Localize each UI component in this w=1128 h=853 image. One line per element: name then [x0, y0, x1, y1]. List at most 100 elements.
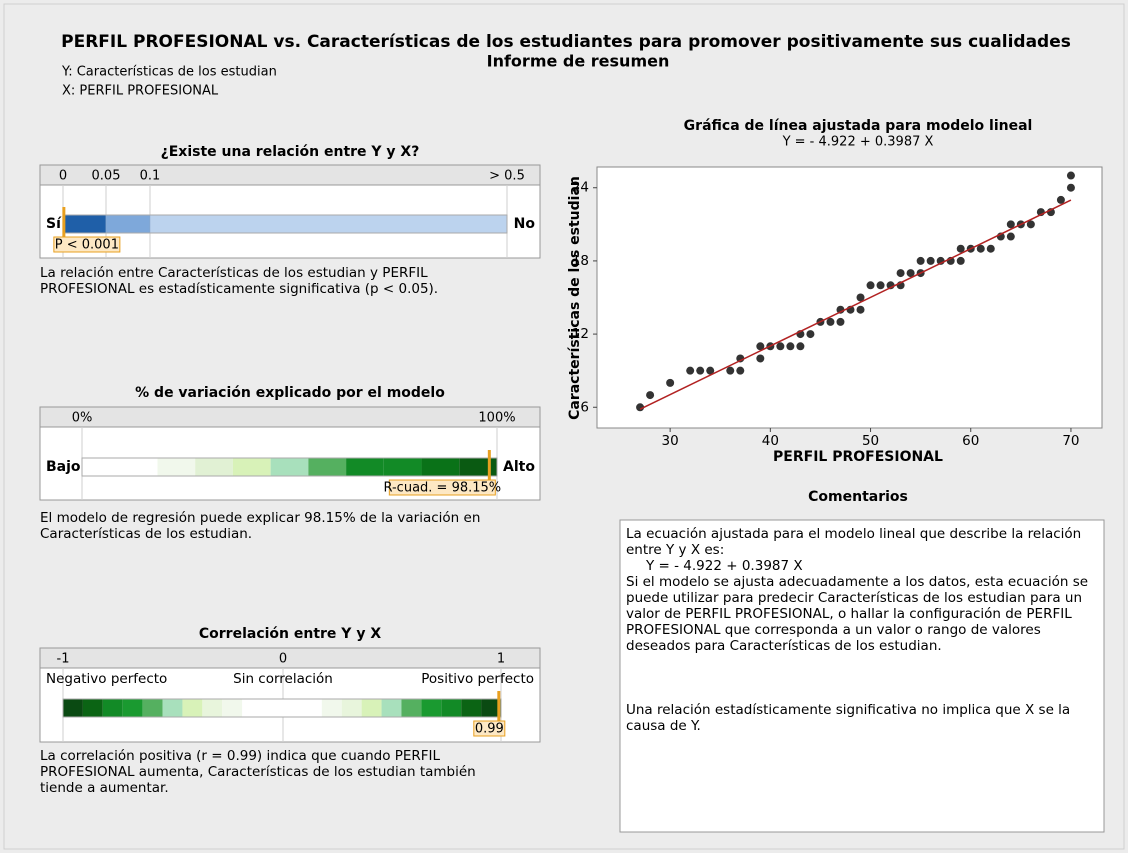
data-point [986, 244, 995, 253]
data-point [726, 366, 735, 375]
gauge-band [82, 458, 120, 476]
gauge-band [157, 458, 196, 476]
gauge-outline [62, 698, 502, 718]
report-title: PERFIL PROFESIONAL vs. Características d… [61, 32, 1071, 52]
comment: Y = - 4.922 + 0.3987 X [646, 558, 803, 574]
gauge-value-label: P < 0.001 [55, 238, 119, 253]
gauge-value-box [473, 720, 506, 737]
gauge-band [195, 458, 233, 476]
gauge-band [105, 214, 151, 234]
report-subtitle: Informe de resumen [487, 52, 670, 71]
data-point [666, 378, 675, 387]
data-point [1006, 220, 1015, 229]
gauge-tick-label: 100% [478, 411, 515, 426]
x-tick-label: 60 [962, 433, 979, 449]
data-point [736, 354, 745, 363]
chart-title: Gráfica de línea ajustada para modelo li… [684, 118, 1033, 134]
gauge-band [481, 699, 501, 717]
data-point [706, 366, 715, 375]
data-point [796, 342, 805, 351]
gauge-value-box [388, 479, 496, 496]
gauge-tick-label: 0.1 [140, 169, 161, 184]
x-note: X: PERFIL PROFESIONAL [62, 84, 219, 99]
gauge-band [222, 699, 243, 717]
gauge-end-label: Sí [46, 216, 62, 232]
gauge-band [308, 458, 347, 476]
gauge-band [282, 699, 302, 717]
gauge-band [62, 214, 107, 234]
gauge-band [119, 458, 158, 476]
data-point [896, 269, 905, 278]
gauge-end-label: Alto [503, 459, 535, 475]
gauge-band [461, 699, 482, 717]
gauge-band [82, 699, 103, 717]
plot-area [596, 166, 1103, 429]
gauge-value-label: 0.99 [475, 722, 504, 737]
y-tick-label: 6 [580, 399, 589, 415]
y-tick-label: 24 [572, 180, 589, 196]
x-tick-label: 40 [762, 433, 779, 449]
gauge-title: % de variación explicado por el modelo [135, 385, 445, 401]
data-point [736, 366, 745, 375]
data-point [756, 342, 765, 351]
data-point [686, 366, 695, 375]
data-point [836, 317, 845, 326]
data-point [1066, 183, 1075, 192]
gauge-end-label: Bajo [46, 459, 81, 475]
data-point [786, 342, 795, 351]
gauge-band [142, 699, 163, 717]
gauge-band [346, 458, 384, 476]
data-point [776, 342, 785, 351]
x-axis-label: PERFIL PROFESIONAL [773, 449, 943, 465]
x-tick-label: 70 [1062, 433, 1079, 449]
data-point [646, 391, 655, 400]
gauge-band [270, 458, 309, 476]
fitted-line [639, 199, 1072, 410]
gauge-scale [39, 406, 541, 428]
gauge-description: La relación entre Características de los… [40, 265, 439, 297]
gauge-tick-label: 0.05 [92, 169, 121, 184]
gauge-band [381, 699, 402, 717]
data-point [956, 244, 965, 253]
gauge-description: El modelo de regresión puede explicar 98… [40, 510, 481, 542]
gauge-band [182, 699, 203, 717]
gauge-value-label: R-cuad. = 98.15% [383, 481, 501, 496]
data-point [696, 366, 705, 375]
y-note: Y: Características de los estudian [61, 65, 277, 80]
y-axis-label: Características de los estudian [567, 176, 583, 420]
data-point [1026, 220, 1035, 229]
gauge-caption: Sin correlación [233, 671, 333, 687]
gauge-band [149, 214, 508, 234]
gauge-tick-label: 0 [59, 169, 67, 184]
gauge-band [321, 699, 342, 717]
comment: Una relación estadísticamente significat… [626, 702, 1071, 734]
gauge-band [383, 458, 422, 476]
x-tick-label: 50 [862, 433, 879, 449]
data-point [756, 354, 765, 363]
data-point [806, 330, 815, 339]
gauge-title: ¿Existe una relación entre Y y X? [161, 144, 420, 160]
data-point [876, 281, 885, 290]
x-tick-label: 30 [662, 433, 679, 449]
data-point [976, 244, 985, 253]
gauge-band [242, 699, 263, 717]
gauge-band [441, 699, 462, 717]
gauge-band [63, 699, 83, 717]
gauge-tick-label: 0% [72, 411, 93, 426]
gauge-scale [39, 164, 541, 186]
data-point [926, 256, 935, 265]
data-point [956, 256, 965, 265]
gauge-band [341, 699, 362, 717]
gauge-end-label: No [514, 216, 536, 232]
y-tick-label: 18 [572, 253, 589, 269]
gauge-description: La correlación positiva (r = 0.99) indic… [40, 748, 476, 796]
data-point [636, 403, 645, 412]
data-point [1066, 171, 1075, 180]
gauge-band [401, 699, 422, 717]
gauge-tick-label: 0 [279, 652, 287, 667]
data-point [1056, 195, 1065, 204]
comments-title: Comentarios [808, 489, 908, 505]
gauge-band [162, 699, 183, 717]
